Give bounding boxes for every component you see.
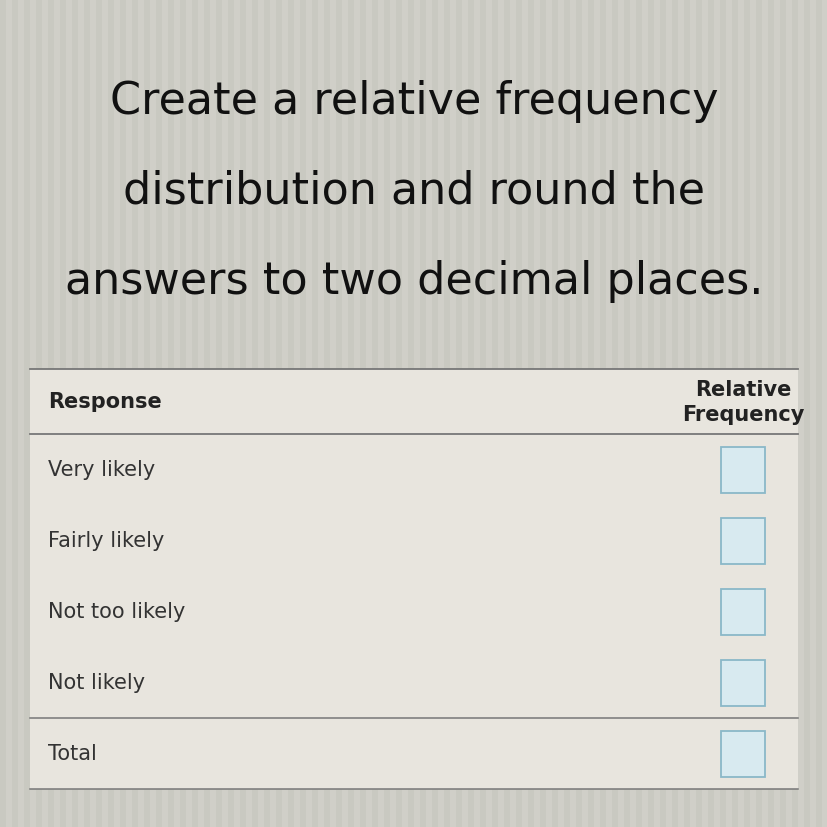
Bar [624,0,629,827]
Bar [720,589,764,635]
Bar [720,660,764,705]
Bar [0,0,6,827]
Bar [672,0,677,827]
Bar [419,0,425,827]
Bar [707,0,713,827]
Bar [432,0,437,827]
Bar [539,0,545,827]
Bar [755,0,761,827]
Bar [227,0,234,827]
Text: Not too likely: Not too likely [48,602,185,622]
Bar [96,0,102,827]
Bar [456,0,461,827]
Bar [515,0,521,827]
Bar [659,0,665,827]
Bar [491,0,497,827]
Bar [84,0,90,827]
Bar [288,0,294,827]
Bar [30,370,797,789]
Bar [395,0,402,827]
Bar [719,0,725,827]
Bar [120,0,126,827]
Bar [528,0,533,827]
Bar [299,0,306,827]
Bar [24,0,30,827]
Bar [791,0,797,827]
Bar [264,0,270,827]
Text: Relative
Frequency: Relative Frequency [681,380,803,424]
Bar [767,0,773,827]
Text: distribution and round the: distribution and round the [123,170,704,213]
Bar [467,0,473,827]
Text: Very likely: Very likely [48,460,155,480]
Text: Create a relative frequency: Create a relative frequency [109,80,718,123]
Bar [251,0,258,827]
Text: answers to two decimal places.: answers to two decimal places. [65,260,762,303]
Bar [743,0,749,827]
Bar [803,0,809,827]
Bar [60,0,66,827]
Bar [216,0,222,827]
Bar [779,0,785,827]
Bar [240,0,246,827]
Bar [648,0,653,827]
Bar [108,0,114,827]
Bar [552,0,557,827]
Bar [36,0,42,827]
Bar [635,0,641,827]
Bar [611,0,617,827]
Bar [563,0,569,827]
Bar [696,0,701,827]
Bar [48,0,54,827]
Text: Fairly likely: Fairly likely [48,531,165,551]
Text: Total: Total [48,743,97,763]
Bar [347,0,354,827]
Bar [504,0,509,827]
Bar [323,0,330,827]
Bar [384,0,390,827]
Bar [720,730,764,777]
Bar [131,0,138,827]
Bar [144,0,150,827]
Bar [576,0,581,827]
Bar [360,0,366,827]
Bar [179,0,186,827]
Bar [155,0,162,827]
Bar [720,518,764,564]
Bar [203,0,210,827]
Bar [600,0,605,827]
Bar [371,0,378,827]
Bar [275,0,282,827]
Bar [720,447,764,493]
Bar [587,0,593,827]
Bar [168,0,174,827]
Bar [443,0,449,827]
Bar [336,0,342,827]
Bar [815,0,821,827]
Text: Not likely: Not likely [48,672,145,693]
Bar [312,0,318,827]
Bar [408,0,414,827]
Bar [731,0,737,827]
Bar [192,0,198,827]
Bar [72,0,78,827]
Bar [683,0,689,827]
Bar [12,0,18,827]
Text: Response: Response [48,392,161,412]
Bar [480,0,485,827]
